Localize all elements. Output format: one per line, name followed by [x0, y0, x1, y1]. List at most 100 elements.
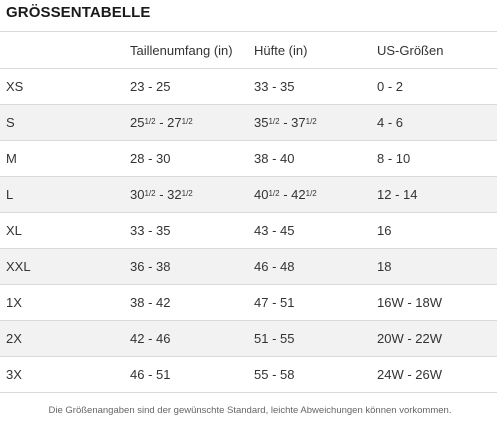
waist-range: 30 1/2 - 32 1/2: [130, 187, 193, 202]
size-label: M: [6, 151, 17, 166]
table-header-row: Taillenumfang (in) Hüfte (in) US-Größen: [0, 32, 497, 69]
hip-range: 47 - 51: [254, 285, 295, 320]
hip-range: 55 - 58: [254, 357, 295, 392]
us-size: 12 - 14: [377, 187, 418, 202]
waist-max: 32: [167, 187, 182, 202]
hip-range: 51 - 55: [254, 321, 295, 356]
waist-range: 25 1/2 - 27 1/2: [130, 115, 193, 130]
waist-range: 23 - 25: [130, 69, 171, 104]
hip-separator: -: [268, 367, 281, 382]
hip-max: 37: [291, 115, 306, 130]
waist-range: 28 - 30: [130, 141, 171, 176]
waist-separator: -: [155, 187, 168, 202]
hip-max: 55: [280, 331, 295, 346]
size-label: 1X: [6, 295, 22, 310]
hip-min: 47: [254, 295, 269, 310]
hip-separator: -: [268, 79, 281, 94]
waist-separator: -: [144, 259, 157, 274]
waist-max: 46: [156, 331, 171, 346]
header-waist: Taillenumfang (in): [130, 42, 233, 58]
hip-separator: -: [268, 331, 281, 346]
hip-min: 46: [254, 259, 269, 274]
hip-min: 35: [254, 115, 269, 130]
waist-min: 30: [130, 187, 145, 202]
hip-separator: -: [268, 295, 281, 310]
size-label: 3X: [6, 367, 22, 382]
table-row: L 30 1/2 - 32 1/2 40 1/2 - 42 1/2 12 - 14: [0, 177, 497, 213]
header-hip: Hüfte (in): [254, 42, 308, 58]
hip-range: 35 1/2 - 37 1/2: [254, 115, 317, 130]
waist-min: 28: [130, 151, 145, 166]
hip-min: 40: [254, 187, 269, 202]
waist-separator: -: [144, 151, 157, 166]
header-us-size: US-Größen: [377, 42, 444, 58]
waist-max: 38: [156, 259, 171, 274]
table-row: XL 33 - 35 43 - 45 16: [0, 213, 497, 249]
size-label: S: [6, 115, 15, 130]
waist-range: 33 - 35: [130, 213, 171, 248]
waist-range: 36 - 38: [130, 249, 171, 284]
table-row: S 25 1/2 - 27 1/2 35 1/2 - 37 1/2 4 - 6: [0, 105, 497, 141]
table-row: 1X 38 - 42 47 - 51 16W - 18W: [0, 285, 497, 321]
waist-range: 42 - 46: [130, 321, 171, 356]
table-body: XS 23 - 25 33 - 35 0 - 2 S 25 1/2 - 27 1/2 35 1/2…: [0, 69, 497, 393]
waist-max: 51: [156, 367, 171, 382]
us-size: 24W - 26W: [377, 367, 443, 382]
waist-max: 35: [156, 223, 171, 238]
page-title: GRÖSSENTABELLE: [6, 4, 151, 21]
hip-separator: -: [268, 151, 281, 166]
size-label: XXL: [6, 259, 31, 274]
waist-min: 36: [130, 259, 145, 274]
hip-min: 33: [254, 79, 269, 94]
hip-max: 42: [291, 187, 306, 202]
waist-min: 38: [130, 295, 145, 310]
hip-range: 40 1/2 - 42 1/2: [254, 187, 317, 202]
table-row: XXL 36 - 38 46 - 48 18: [0, 249, 497, 285]
hip-separator: -: [268, 223, 281, 238]
size-table: Taillenumfang (in) Hüfte (in) US-Größen …: [0, 31, 497, 393]
hip-range: 46 - 48: [254, 249, 295, 284]
waist-separator: -: [144, 331, 157, 346]
table-row: 3X 46 - 51 55 - 58 24W - 26W: [0, 357, 497, 393]
hip-min: 55: [254, 367, 269, 382]
us-size: 16: [377, 223, 392, 238]
waist-min: 25: [130, 115, 145, 130]
waist-separator: -: [144, 223, 157, 238]
table-row: XS 23 - 25 33 - 35 0 - 2: [0, 69, 497, 105]
table-row: M 28 - 30 38 - 40 8 - 10: [0, 141, 497, 177]
hip-min: 38: [254, 151, 269, 166]
us-size: 4 - 6: [377, 115, 404, 130]
waist-separator: -: [144, 367, 157, 382]
hip-max: 35: [280, 79, 295, 94]
waist-max: 27: [167, 115, 182, 130]
hip-min: 43: [254, 223, 269, 238]
waist-separator: -: [144, 79, 157, 94]
waist-min: 46: [130, 367, 145, 382]
hip-max: 40: [280, 151, 295, 166]
waist-max: 42: [156, 295, 171, 310]
hip-separator: -: [279, 187, 292, 202]
size-label: 2X: [6, 331, 22, 346]
hip-max: 45: [280, 223, 295, 238]
waist-min: 23: [130, 79, 145, 94]
hip-min: 51: [254, 331, 269, 346]
hip-separator: -: [268, 259, 281, 274]
hip-range: 38 - 40: [254, 141, 295, 176]
us-size: 20W - 22W: [377, 331, 443, 346]
waist-range: 46 - 51: [130, 357, 171, 392]
hip-range: 43 - 45: [254, 213, 295, 248]
us-size: 18: [377, 259, 392, 274]
waist-min: 42: [130, 331, 145, 346]
size-label: L: [6, 187, 14, 202]
hip-max: 48: [280, 259, 295, 274]
footer-note: Die Größenangaben sind der gewünschte St…: [48, 405, 452, 416]
table-row: 2X 42 - 46 51 - 55 20W - 22W: [0, 321, 497, 357]
waist-max: 30: [156, 151, 171, 166]
hip-separator: -: [279, 115, 292, 130]
waist-separator: -: [155, 115, 168, 130]
us-size: 8 - 10: [377, 151, 411, 166]
waist-max: 25: [156, 79, 171, 94]
hip-range: 33 - 35: [254, 69, 295, 104]
hip-max: 51: [280, 295, 295, 310]
waist-min: 33: [130, 223, 145, 238]
